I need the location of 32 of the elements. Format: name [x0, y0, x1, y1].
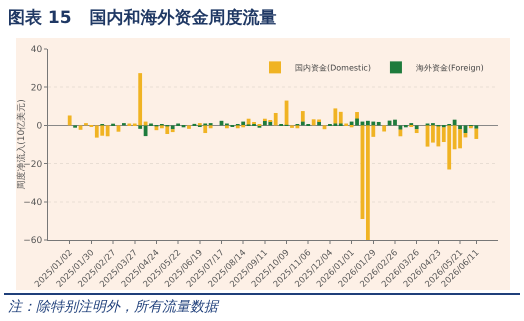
- bar: [382, 125, 386, 132]
- chart-title: 图表 15 国内和海外资金周度流量: [8, 7, 276, 29]
- bar: [376, 122, 381, 126]
- bar: [236, 125, 240, 128]
- bar: [474, 128, 478, 139]
- y-tick-label: 0: [36, 122, 42, 132]
- bar: [300, 111, 305, 122]
- bar: [398, 130, 402, 136]
- y-tick-label: −60: [23, 236, 42, 246]
- bar: [225, 125, 229, 128]
- bar: [284, 100, 288, 125]
- bar: [355, 112, 359, 119]
- bar: [68, 115, 72, 126]
- bar: [187, 125, 191, 129]
- bar: [73, 125, 78, 128]
- bar: [132, 123, 137, 126]
- bar: [414, 129, 419, 134]
- y-tick-label: −40: [23, 198, 42, 208]
- y-tick-label: −20: [23, 160, 42, 170]
- bar: [208, 125, 213, 128]
- text: 注：除特别注明外，所有流量数据: [8, 298, 218, 316]
- bar: [127, 123, 132, 126]
- legend-label: 国内资金(Domestic): [295, 63, 371, 72]
- y-tick-label: 40: [30, 45, 42, 56]
- legend-label: 海外资金(Foreign): [416, 63, 484, 72]
- y-tick-label: 20: [30, 83, 42, 94]
- bar: [274, 112, 278, 126]
- bar: [203, 125, 208, 134]
- bar: [116, 125, 120, 132]
- bar: [322, 125, 326, 130]
- bar: [78, 125, 82, 130]
- bar: [170, 129, 175, 132]
